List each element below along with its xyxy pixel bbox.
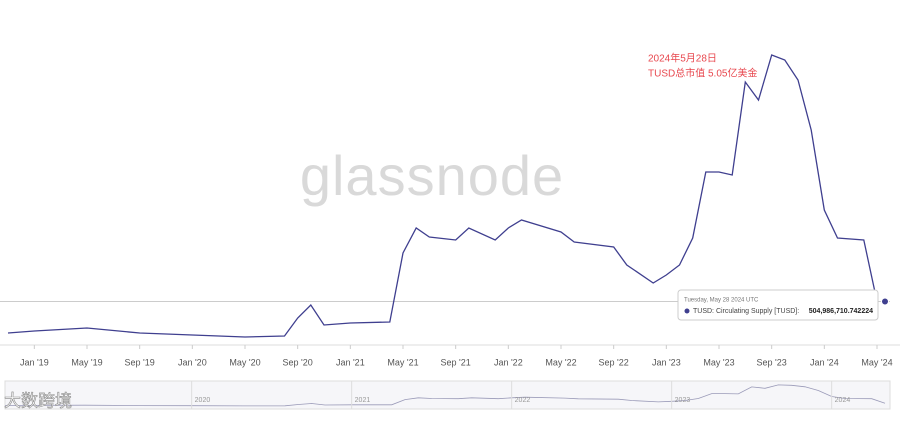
x-tick-label: Sep '21 [441, 357, 471, 367]
x-tick-label: Jan '23 [652, 357, 681, 367]
x-tick-label: Sep '23 [757, 357, 787, 367]
navigator-label: 2023 [675, 397, 691, 404]
navigator-line [4, 384, 886, 407]
navigator-label: 2020 [195, 397, 211, 404]
x-tick-label: Jan '24 [810, 357, 839, 367]
line [7, 54, 878, 338]
x-tick-label: Jan '22 [494, 357, 523, 367]
navigator[interactable] [4, 380, 891, 410]
logo: 大数跨境 [4, 391, 72, 410]
x-tick-label: Jan '20 [178, 357, 207, 367]
x-tick-label: May '23 [703, 357, 734, 367]
annotation: TUSD总市值 5.05亿美金 [648, 67, 757, 80]
x-tick-label: May '21 [387, 357, 418, 367]
tooltip-value: 504,986,710.742224 [809, 308, 873, 315]
x-tick-label: Sep '20 [283, 357, 313, 367]
annotation: 2024年5月28日 [648, 52, 717, 65]
tooltip-series: TUSD: Circulating Supply [TUSD]: [693, 308, 799, 315]
tooltip-date: Tuesday, May 28 2024 UTC [684, 298, 759, 304]
x-tick-label: Sep '22 [599, 357, 629, 367]
point [881, 297, 889, 306]
x-tick-label: May '24 [861, 357, 892, 367]
x-tick-label: Jan '21 [336, 357, 365, 367]
tooltip: Tuesday, May 28 2024 UTC TUSD: Circulati… [677, 289, 879, 321]
x-tick-label: Sep '19 [125, 357, 155, 367]
x-tick-label: May '20 [229, 357, 260, 367]
navigator-label: 2024 [835, 397, 851, 404]
x-tick-label: May '19 [71, 357, 102, 367]
x-tick-label: May '22 [545, 357, 576, 367]
watermark: glassnode [300, 144, 564, 207]
x-tick-label: Jan '19 [20, 357, 49, 367]
tooltip-swatch [684, 308, 690, 314]
navigator-label: 2021 [355, 397, 371, 404]
navigator-label: 2022 [515, 397, 531, 404]
